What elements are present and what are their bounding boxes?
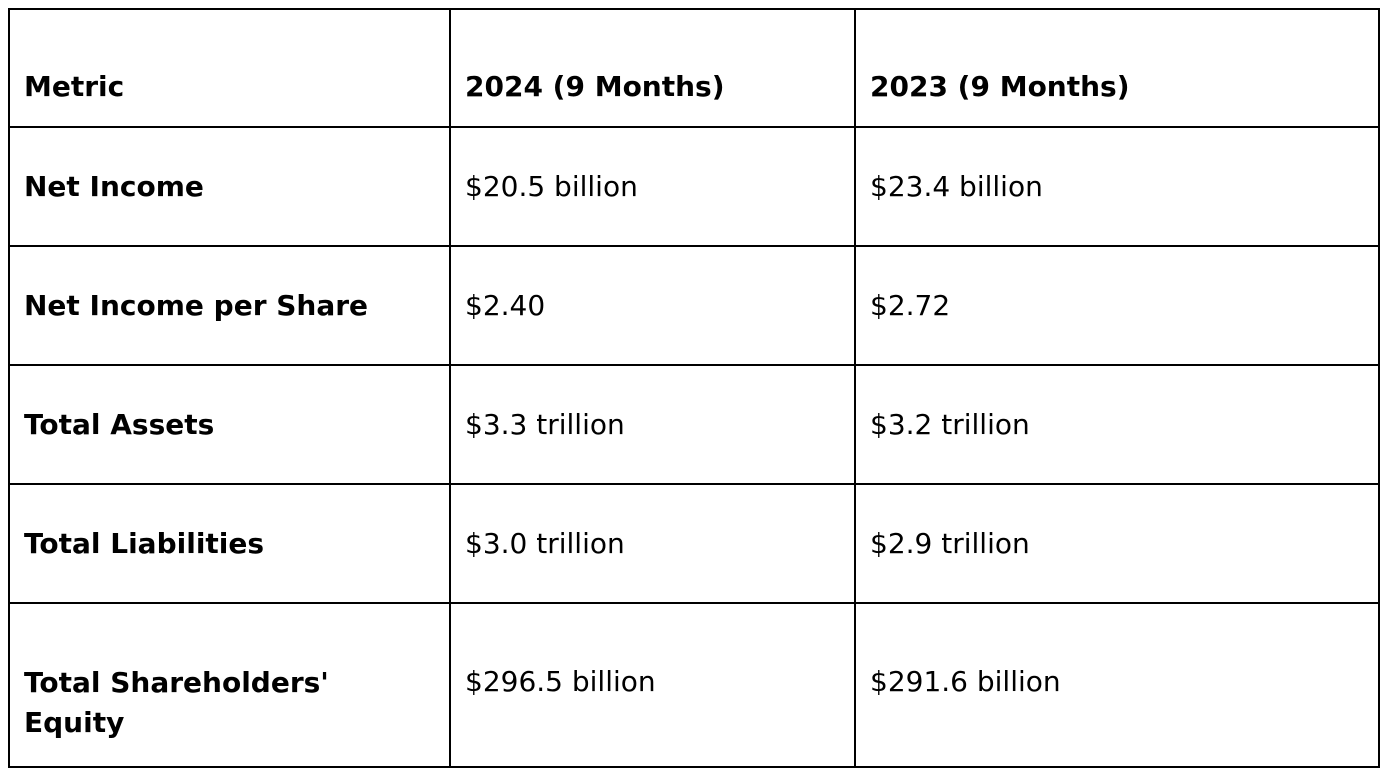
value-2023: $2.72 — [854, 245, 1380, 366]
value-2024: $20.5 billion — [449, 126, 856, 247]
metric-label: Total Assets — [8, 364, 451, 485]
value-2023: $2.9 trillion — [854, 483, 1380, 604]
table-row: Total Assets $3.3 trillion $3.2 trillion — [8, 364, 1380, 485]
metric-label: Total Liabilities — [8, 483, 451, 604]
financial-metrics-table: Metric 2024 (9 Months) 2023 (9 Months) N… — [8, 8, 1380, 768]
metric-label: Net Income — [8, 126, 451, 247]
value-2024: $3.0 trillion — [449, 483, 856, 604]
table-row: Total Liabilities $3.0 trillion $2.9 tri… — [8, 483, 1380, 604]
table-header-row: Metric 2024 (9 Months) 2023 (9 Months) — [8, 8, 1380, 128]
header-metric: Metric — [8, 8, 451, 128]
header-2023: 2023 (9 Months) — [854, 8, 1380, 128]
metric-label: Net Income per Share — [8, 245, 451, 366]
value-2024: $2.40 — [449, 245, 856, 366]
value-2024: $296.5 billion — [449, 602, 856, 768]
metric-label: Total Shareholders' Equity — [8, 602, 451, 768]
table-row: Net Income per Share $2.40 $2.72 — [8, 245, 1380, 366]
value-2023: $291.6 billion — [854, 602, 1380, 768]
table-row: Net Income $20.5 billion $23.4 billion — [8, 126, 1380, 247]
value-2023: $3.2 trillion — [854, 364, 1380, 485]
value-2024: $3.3 trillion — [449, 364, 856, 485]
header-2024: 2024 (9 Months) — [449, 8, 856, 128]
value-2023: $23.4 billion — [854, 126, 1380, 247]
table-row: Total Shareholders' Equity $296.5 billio… — [8, 602, 1380, 768]
